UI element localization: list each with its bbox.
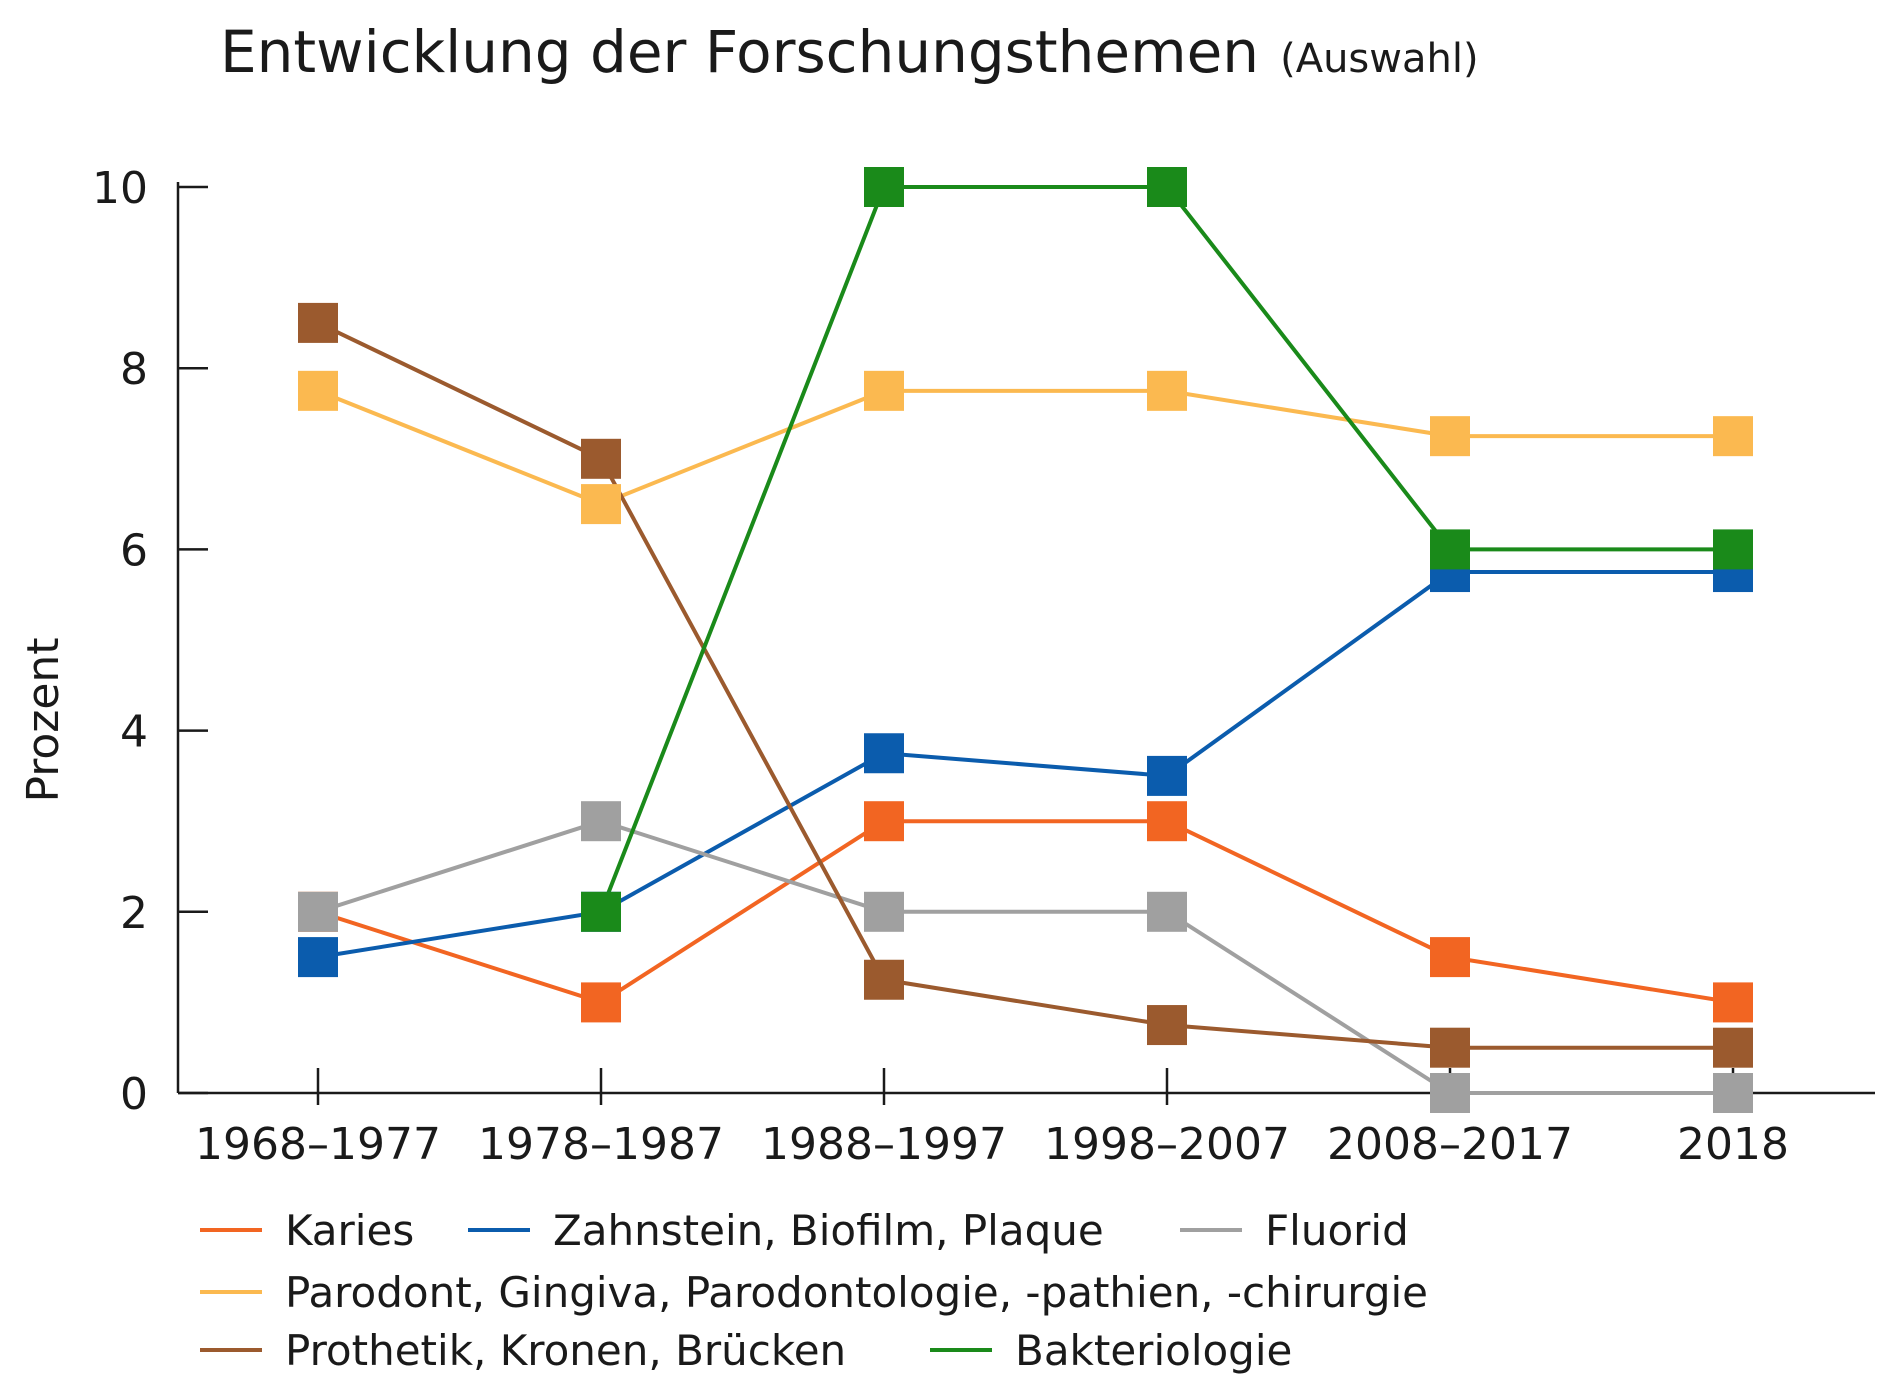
data-point-marker [1430, 937, 1470, 978]
legend-label: Bakteriologie [1015, 1326, 1292, 1375]
data-point-marker [1430, 529, 1470, 570]
series-line-0 [317, 819, 1734, 1005]
data-point-marker [864, 370, 904, 411]
data-point-marker [581, 801, 621, 842]
data-point-marker [581, 438, 621, 479]
series-line-4 [317, 321, 1733, 1050]
y-axis-label: Prozent [18, 637, 69, 802]
data-point-marker [864, 801, 904, 842]
series-line-1 [317, 570, 1733, 960]
x-tick-label: 1988–1997 [761, 1119, 1007, 1170]
data-point-marker [1713, 529, 1753, 570]
y-tick-label: 6 [120, 525, 148, 576]
data-point-marker [864, 733, 904, 774]
data-point-marker [1713, 1027, 1753, 1068]
data-point-marker [1147, 370, 1187, 411]
chart-title-main: Entwicklung der Forschungsthemen [220, 18, 1259, 86]
x-tick-label: 1968–1977 [195, 1119, 441, 1170]
y-tick-label: 4 [120, 707, 148, 758]
axes: 0 2 4 6 8 10 1968–1977 1978–1987 1988–1997 1998–2… [92, 163, 1875, 1170]
legend-label: Zahnstein, Biofilm, Plaque [553, 1206, 1104, 1255]
legend: Karies Zahnstein, Biofilm, Plaque Fluorid P… [200, 1206, 1428, 1375]
legend-label: Prothetik, Kronen, Brücken [285, 1326, 846, 1375]
data-point-marker [1147, 1005, 1187, 1046]
legend-label: Parodont, Gingiva, Parodontologie, -path… [285, 1268, 1428, 1317]
data-point-marker [298, 937, 338, 978]
data-point-marker [864, 959, 904, 1000]
y-tick-label: 2 [120, 888, 148, 939]
y-tick-label: 0 [120, 1069, 148, 1120]
x-tick-label: 1998–2007 [1044, 1119, 1290, 1170]
data-point-marker [1147, 801, 1187, 842]
series-lines [317, 185, 1734, 1095]
series-markers [298, 167, 1753, 1113]
x-tick-label: 2018 [1677, 1119, 1789, 1170]
data-point-marker [298, 370, 338, 411]
data-point-marker [1713, 982, 1753, 1023]
data-point-marker [1430, 1073, 1470, 1113]
data-point-marker [581, 484, 621, 525]
x-tick-label: 1978–1987 [478, 1119, 724, 1170]
data-point-marker [1147, 891, 1187, 932]
data-point-marker [864, 167, 904, 207]
series-line-2 [317, 819, 1733, 1095]
data-point-marker [864, 891, 904, 932]
data-point-marker [581, 982, 621, 1023]
data-point-marker [1147, 167, 1187, 207]
y-tick-label: 10 [92, 163, 148, 214]
chart-title-subtitle: (Auswahl) [1280, 36, 1478, 82]
data-point-marker [1713, 416, 1753, 457]
data-point-marker [298, 302, 338, 343]
data-point-marker [298, 891, 338, 932]
data-point-marker [1147, 755, 1187, 796]
x-tick-label: 2008–2017 [1327, 1119, 1573, 1170]
chart-title: Entwicklung der Forschungsthemen (Auswah… [220, 18, 1479, 86]
legend-label: Fluorid [1265, 1206, 1409, 1255]
series-line-3 [317, 388, 1733, 507]
legend-label: Karies [285, 1206, 414, 1255]
data-point-marker [1713, 1073, 1753, 1113]
data-point-marker [1430, 416, 1470, 457]
y-tick-label: 8 [120, 344, 148, 395]
data-point-marker [1430, 1027, 1470, 1068]
data-point-marker [581, 891, 621, 932]
